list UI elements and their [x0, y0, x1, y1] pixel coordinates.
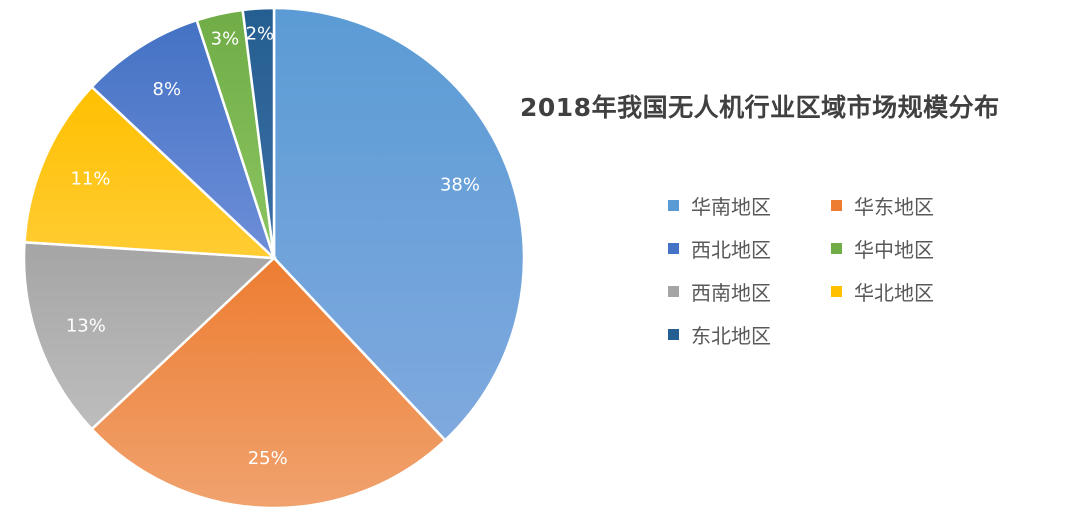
legend-item-3: 西北地区 [668, 235, 831, 262]
legend-label: 华北地区 [854, 281, 934, 305]
legend-swatch [831, 286, 842, 297]
slice-label-5: 8% [153, 79, 182, 100]
pie-slice-1 [272, 6, 526, 443]
legend-label: 华中地区 [854, 238, 934, 262]
pie-slice-3 [22, 240, 277, 431]
chart-title: 2018年我国无人机行业区域市场规模分布 [520, 93, 1000, 122]
legend-swatch [668, 243, 679, 254]
pie-slice-5 [89, 18, 276, 259]
slice-label-3: 13% [66, 316, 106, 337]
legend-item-7: 东北地区 [668, 321, 831, 348]
slice-label-7: 2% [246, 23, 275, 44]
legend-item-1: 华南地区 [668, 192, 831, 219]
legend-swatch [668, 329, 679, 340]
slice-label-1: 38% [440, 174, 480, 195]
slice-label-6: 3% [211, 28, 240, 49]
legend-item-2: 华东地区 [831, 192, 994, 219]
slice-label-2: 25% [248, 448, 288, 469]
pie-slice-7 [241, 6, 276, 259]
slice-label-4: 11% [70, 169, 110, 190]
legend-label: 华南地区 [691, 195, 771, 219]
legend-swatch [668, 200, 679, 211]
pie-slice-2 [89, 256, 447, 510]
legend-label: 东北地区 [691, 324, 771, 348]
pie-slice-4 [23, 85, 278, 260]
legend-swatch [668, 286, 679, 297]
legend-item-6: 华北地区 [831, 278, 994, 305]
legend: 华南地区 华东地区西北地区 华中地区西南地区 华北地区东北地区 [668, 192, 994, 348]
legend-swatch [831, 243, 842, 254]
legend-label: 西北地区 [691, 238, 771, 262]
legend-item-4: 华中地区 [831, 235, 994, 262]
legend-label: 西南地区 [691, 281, 771, 305]
pie-chart: 38% 25% 13% 11% 8% 3% 2% [22, 6, 526, 510]
legend-item-5: 西南地区 [668, 278, 831, 305]
legend-swatch [831, 200, 842, 211]
legend-label: 华东地区 [854, 195, 934, 219]
